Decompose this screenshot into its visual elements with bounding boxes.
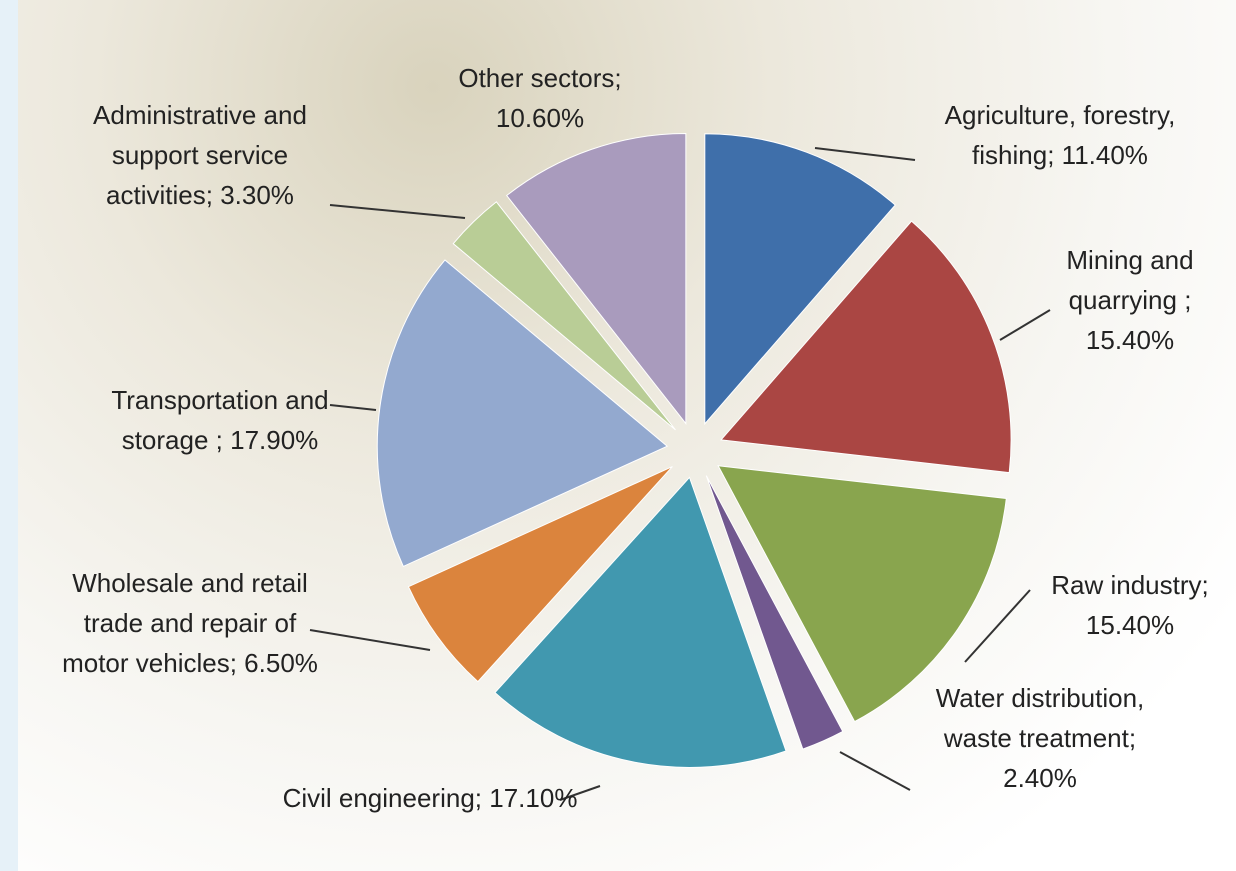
- value-label: 15.40%: [1086, 325, 1174, 355]
- value-label: 10.60%: [496, 103, 584, 133]
- value-label: 15.40%: [1086, 610, 1174, 640]
- page: {"chart_data": {"type": "pie", "categori…: [0, 0, 1236, 871]
- leader-line: [815, 148, 915, 160]
- value-label: 17.10%: [489, 783, 577, 813]
- value-label: 3.30%: [220, 180, 294, 210]
- data-label: Water distribution, waste treatment; 2.4…: [905, 678, 1175, 798]
- category-label: Mining and quarrying ;: [1066, 245, 1193, 315]
- value-label: 11.40%: [1062, 140, 1148, 170]
- data-label: Wholesale and retail trade and repair of…: [60, 563, 320, 683]
- category-label: Other sectors;: [458, 63, 621, 93]
- data-label: Civil engineering; 17.10%: [280, 778, 580, 818]
- pie-slice: [495, 477, 786, 767]
- data-label: Agriculture, forestry, fishing; 11.40%: [925, 95, 1195, 175]
- category-label: Water distribution, waste treatment;: [936, 683, 1145, 753]
- value-label: 17.90%: [230, 425, 318, 455]
- value-label: 2.40%: [1003, 763, 1077, 793]
- category-label: Raw industry;: [1051, 570, 1209, 600]
- data-label: Administrative and support service activ…: [55, 95, 345, 215]
- category-label: Civil engineering;: [283, 783, 482, 813]
- data-label: Other sectors; 10.60%: [430, 58, 650, 138]
- leader-line: [330, 205, 465, 218]
- value-label: 6.50%: [244, 648, 318, 678]
- leader-line: [840, 752, 910, 790]
- data-label: Transportation and storage ; 17.90%: [100, 380, 340, 460]
- leader-line: [310, 630, 430, 650]
- data-label: Mining and quarrying ; 15.40%: [1030, 240, 1230, 360]
- data-label: Raw industry; 15.40%: [1015, 565, 1236, 645]
